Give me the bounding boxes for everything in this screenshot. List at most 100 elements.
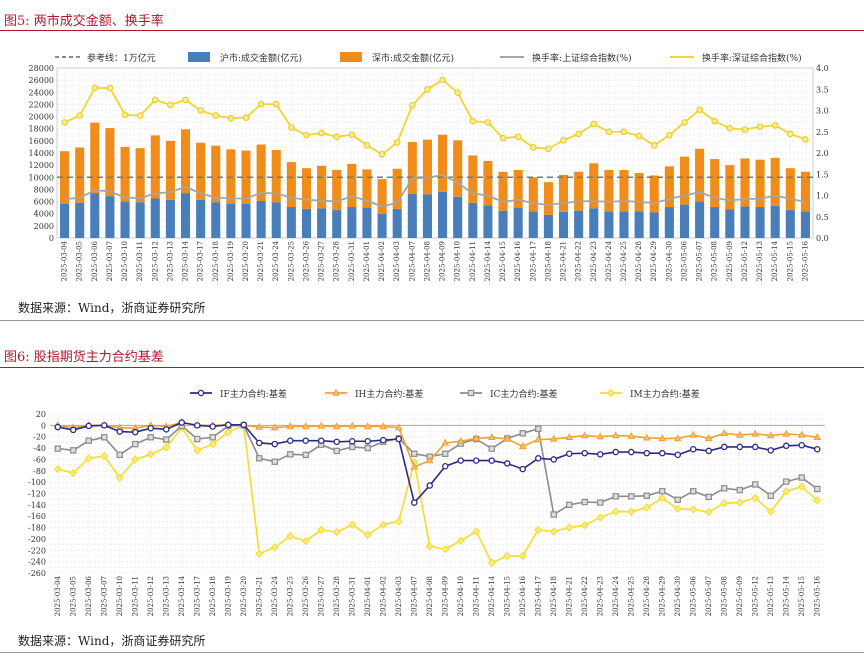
- y-left-tick-label: 24000: [29, 88, 54, 97]
- x-tick-label: 2025-04-24: [605, 240, 613, 281]
- data-point-sz-turnover: [121, 111, 129, 119]
- data-point-circle: [566, 450, 573, 458]
- data-point-diamond: [456, 536, 465, 545]
- y-left-tick-label: 12000: [29, 161, 54, 170]
- figure6-source: 数据来源：Wind，浙商证券研究所: [18, 634, 206, 648]
- y-tick-label: -240: [28, 558, 46, 567]
- bar-shanghai: [180, 193, 191, 238]
- x-tick-label: 2025-04-29: [658, 576, 666, 616]
- data-point-diamond: [53, 464, 62, 474]
- y-tick-label: -260: [28, 569, 46, 578]
- legend-label: 换手率:上证综合指数(%): [532, 52, 632, 64]
- legend-label: IF主力合约:基差: [220, 388, 287, 400]
- data-point-triangle: [425, 456, 434, 464]
- data-point-circle: [333, 438, 340, 446]
- bar-shanghai: [332, 210, 342, 238]
- data-point-triangle: [456, 437, 465, 444]
- bar-shenzhen: [120, 146, 130, 202]
- x-tick-label: 2025-04-10: [457, 576, 465, 616]
- y-tick-label: -220: [28, 546, 46, 555]
- data-point-triangle: [348, 421, 357, 429]
- data-point-circle: [457, 457, 464, 464]
- x-tick-label: 2025-05-08: [711, 241, 719, 281]
- x-tick-label: 2025-03-27: [317, 576, 325, 616]
- bar-shenzhen: [317, 165, 327, 209]
- data-point-sz-turnover: [272, 100, 280, 108]
- x-tick-label: 2025-04-09: [439, 241, 447, 281]
- data-point-circle: [659, 449, 666, 457]
- data-point-diamond: [751, 493, 760, 503]
- bar-shenzhen: [135, 148, 145, 203]
- bar-shenzhen: [740, 158, 750, 207]
- data-point-sz-turnover: [288, 124, 295, 131]
- x-tick-label: 2025-03-07: [106, 241, 114, 281]
- x-tick-label: 2025-05-07: [705, 576, 713, 616]
- data-point-diamond: [146, 450, 155, 459]
- bar-shenzhen: [498, 171, 508, 211]
- bar-shenzhen: [286, 162, 296, 208]
- y-left-tick-label: 22000: [29, 100, 54, 109]
- bar-shanghai: [271, 202, 281, 238]
- x-tick-label: 2025-05-16: [801, 240, 809, 281]
- data-point-circle: [503, 460, 511, 467]
- bar-shenzhen: [513, 170, 523, 208]
- bar-shanghai: [695, 201, 705, 238]
- bar-shenzhen: [664, 166, 674, 208]
- bar-shenzhen: [543, 182, 553, 215]
- data-point-circle: [131, 428, 139, 436]
- bar-shanghai: [241, 204, 251, 238]
- turnover-chart: 0 2000 4000 6000 8000 10000 12000 14000 16000 180…: [29, 52, 829, 281]
- figure6-title: 图6: 股指期货主力合约基差: [4, 350, 164, 365]
- data-point-diamond: [348, 520, 357, 529]
- data-point-circle: [379, 436, 387, 444]
- bar-shenzhen: [695, 148, 705, 202]
- data-point-triangle: [627, 431, 636, 439]
- x-tick-label: 2025-03-31: [348, 576, 356, 616]
- data-point-circle: [441, 462, 449, 470]
- data-point-diamond: [208, 439, 217, 449]
- y-right-tick-label: 4.0: [816, 64, 829, 73]
- data-point-square: [488, 445, 495, 452]
- bar-shenzhen: [211, 145, 221, 203]
- y-left-tick-label: 0: [49, 234, 54, 243]
- y-left-tick-label: 6000: [34, 198, 54, 207]
- data-point-diamond: [84, 454, 93, 463]
- x-tick-label: 2025-05-07: [696, 241, 704, 281]
- data-point-circle: [736, 443, 744, 451]
- bar-shenzhen: [422, 139, 432, 195]
- bar-shanghai: [634, 211, 644, 238]
- data-point-square: [597, 499, 604, 506]
- x-tick-label: 2025-03-26: [302, 240, 310, 281]
- data-point-circle: [410, 499, 418, 506]
- data-point-circle: [209, 423, 216, 430]
- bar-shanghai: [649, 212, 659, 238]
- data-point-diamond: [766, 507, 775, 516]
- data-point-square: [814, 485, 821, 493]
- x-tick-label: 2025-04-09: [441, 576, 449, 616]
- data-point-diamond: [115, 473, 124, 482]
- data-point-square: [643, 492, 650, 499]
- x-tick-label: 2025-03-28: [333, 576, 341, 616]
- bar-shenzhen: [90, 122, 100, 194]
- data-point-square: [798, 474, 805, 481]
- data-point-sz-turnover: [802, 136, 809, 143]
- data-point-square: [54, 445, 61, 452]
- data-point-sz-turnover: [650, 142, 658, 149]
- bar-shenzhen: [377, 179, 387, 214]
- data-point-diamond: [611, 507, 620, 516]
- data-point-circle: [519, 465, 527, 473]
- y-tick-label: -40: [33, 444, 46, 453]
- data-point-circle: [783, 442, 790, 450]
- bar-shenzhen: [619, 170, 629, 212]
- bar-shenzhen: [770, 157, 780, 206]
- x-tick-label: 2025-03-10: [116, 576, 124, 616]
- bar-shanghai: [347, 207, 357, 238]
- basis-chart: 20 0 -20 -40 -60 -80 -100 -120 -140 -160 -180 -200 -…: [28, 388, 825, 616]
- data-point-triangle: [720, 429, 729, 437]
- data-point-diamond: [162, 443, 171, 452]
- bar-shenzhen: [438, 134, 448, 192]
- data-point-triangle: [317, 421, 326, 429]
- bar-shanghai: [558, 211, 569, 238]
- x-tick-label: 2025-03-25: [287, 241, 295, 281]
- bar-shanghai: [619, 211, 629, 238]
